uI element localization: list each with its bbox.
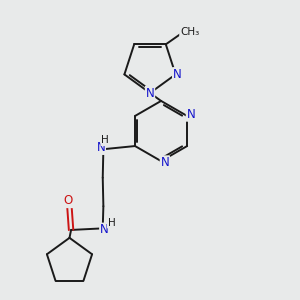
Text: H: H xyxy=(101,135,109,145)
Text: N: N xyxy=(187,108,195,121)
Text: CH₃: CH₃ xyxy=(180,27,199,37)
Text: N: N xyxy=(100,224,109,236)
Text: H: H xyxy=(108,218,116,228)
Text: O: O xyxy=(63,194,73,207)
Text: N: N xyxy=(97,141,105,154)
Text: N: N xyxy=(146,86,154,100)
Text: N: N xyxy=(173,68,182,81)
Text: N: N xyxy=(160,156,169,169)
